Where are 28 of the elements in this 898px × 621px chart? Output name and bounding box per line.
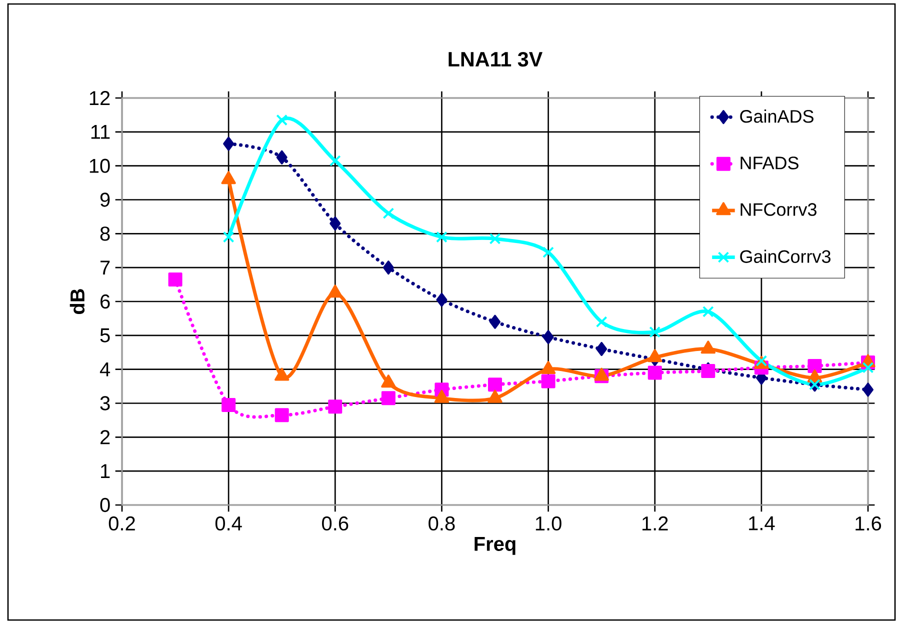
y-tick-label: 3: [100, 396, 110, 410]
chart-title: LNA11 3V: [448, 52, 542, 67]
legend-label: NFCorrv3: [740, 203, 816, 216]
y-tick-label: 0: [100, 498, 110, 512]
y-tick-label: 6: [100, 294, 110, 309]
x-tick-label: 1.2: [642, 516, 668, 530]
y-tick-label: 8: [100, 226, 110, 241]
legend-label: NFADS: [740, 156, 798, 170]
y-tick-label: 9: [100, 192, 110, 207]
legend-label: GainADS: [740, 110, 814, 123]
x-tick-label: 1.6: [856, 516, 882, 531]
y-axis-title: dB: [70, 289, 85, 314]
legend-label: GainCorrv3: [740, 250, 830, 263]
y-tick-label: 5: [100, 328, 110, 342]
x-tick-label: 0.2: [108, 516, 135, 531]
y-tick-label: 12: [90, 91, 110, 105]
x-tick-label: 0.8: [428, 516, 455, 531]
x-axis-title: Freq: [474, 537, 516, 555]
y-tick-label: 7: [100, 260, 110, 274]
y-tick-label: 2: [100, 430, 110, 444]
y-tick-label: 4: [100, 362, 110, 376]
x-tick-label: 1.0: [536, 516, 562, 531]
x-tick-label: 0.6: [322, 516, 348, 531]
y-tick-label: 11: [91, 125, 110, 139]
y-tick-label: 10: [90, 158, 110, 173]
x-tick-label: 1.4: [749, 516, 775, 530]
x-tick-label: 0.4: [215, 516, 242, 531]
y-tick-label: 1: [101, 464, 110, 478]
